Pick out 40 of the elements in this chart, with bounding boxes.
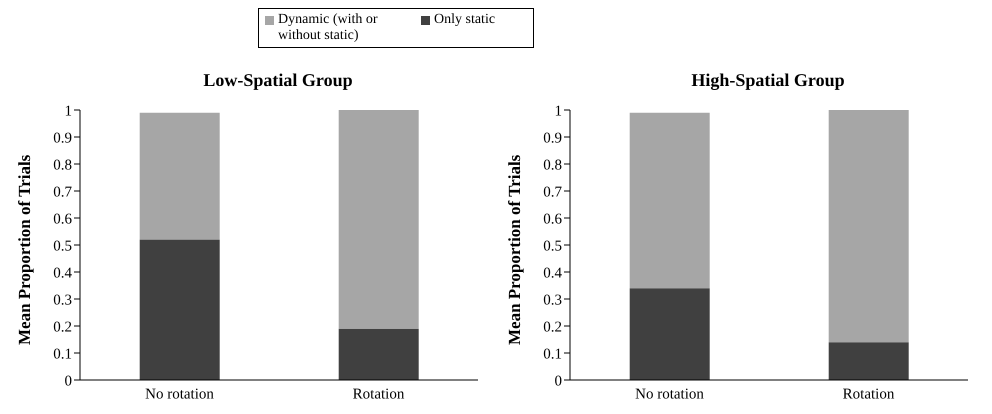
y-tick-label: 0.6 [53, 211, 72, 228]
chart-title: Low-Spatial Group [202, 70, 354, 91]
y-tick-label: 0.8 [543, 157, 562, 174]
y-tick-label: 0.9 [53, 130, 72, 146]
bar [338, 110, 419, 329]
bar [338, 328, 419, 380]
y-tick-label: 0.1 [543, 346, 562, 362]
legend-label: Only static [434, 12, 496, 28]
y-tick-label: 0.2 [53, 319, 72, 336]
x-tick-label: No rotation [145, 386, 214, 403]
y-tick-label: 0 [64, 373, 72, 390]
y-tick-label: 0.2 [543, 319, 562, 336]
y-tick-label: 0.3 [543, 292, 562, 308]
bar [630, 112, 710, 288]
y-tick-label: 0.7 [53, 184, 72, 200]
y-tick-label: 0.6 [543, 211, 562, 228]
x-tick-label: No rotation [635, 386, 704, 403]
y-tick-label: 0.8 [53, 157, 72, 174]
y-tick-label: 0.5 [543, 238, 562, 254]
y-tick-label: 0.9 [543, 130, 562, 146]
y-tick-label: 1 [554, 103, 562, 120]
bar [828, 110, 909, 342]
y-axis-title: Mean Proportion of Trials [15, 154, 34, 345]
y-tick-label: 0.4 [543, 265, 562, 282]
y-axis-title: Mean Proportion of Trials [505, 154, 524, 345]
bar [828, 342, 909, 380]
y-tick-label: 0 [554, 373, 562, 390]
y-tick-label: 1 [64, 103, 72, 120]
x-tick-label: Rotation [842, 386, 895, 403]
y-tick-label: 0.4 [53, 265, 72, 282]
legend-label: Dynamic (with or without static) [278, 12, 379, 44]
x-tick-label: Rotation [352, 386, 405, 403]
y-tick-label: 0.3 [53, 292, 72, 308]
bar [140, 240, 220, 380]
chart-title: High-Spatial Group [690, 70, 846, 91]
bar [630, 288, 710, 380]
y-tick-label: 0.1 [53, 346, 72, 362]
y-tick-label: 0.7 [543, 184, 562, 200]
y-tick-label: 0.5 [53, 238, 72, 254]
bar [140, 112, 220, 240]
